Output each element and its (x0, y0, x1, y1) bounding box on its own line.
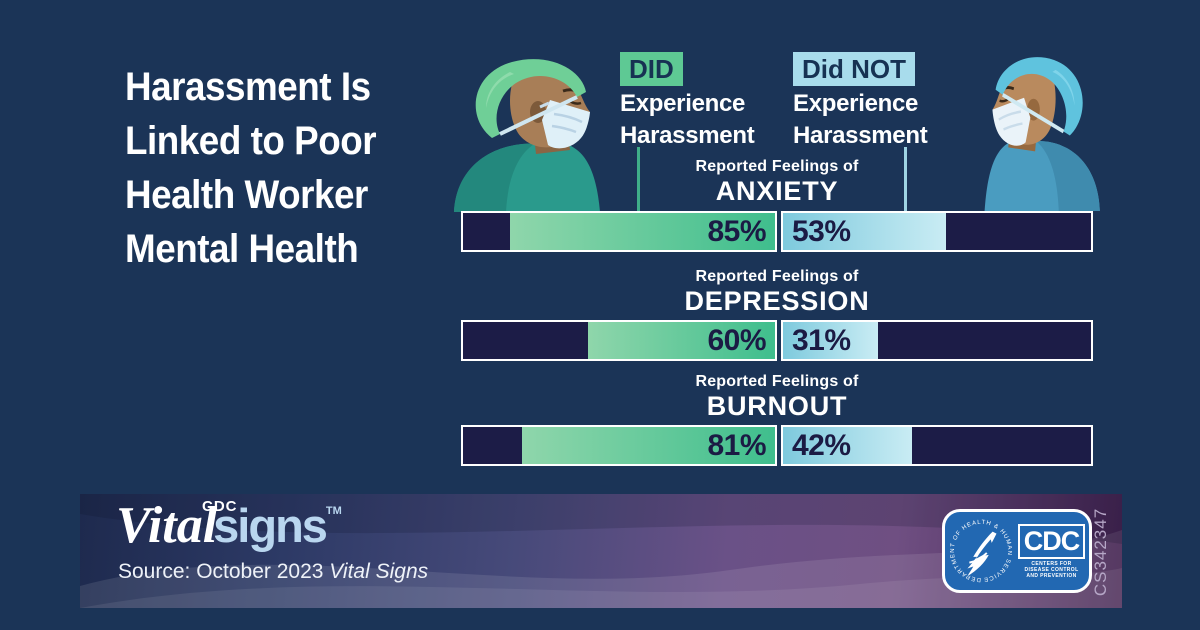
legend-did-line2: Harassment (620, 122, 755, 149)
health-worker-left-illustration (454, 59, 600, 212)
bar-value: 60% (707, 323, 766, 357)
did-pointer-line (637, 147, 640, 211)
hhs-cdc-badge: DEPARTMENT OF HEALTH & HUMAN SERVICES US… (942, 509, 1092, 593)
row-heading: BURNOUT (706, 391, 848, 421)
banner-wave-decoration (80, 494, 1122, 608)
row-heading: ANXIETY (715, 176, 839, 206)
title-line: Linked to Poor (125, 119, 377, 163)
row-label-depression: Reported Feelings of DEPRESSION (462, 268, 1092, 316)
bar-fill-did: 81% (522, 427, 775, 464)
cdc-logo: CDC CENTERS FOR DISEASE CONTROL AND PREV… (1017, 523, 1086, 579)
legend-did: DID Experience Harassment (620, 52, 755, 150)
legend-did-not-line1: Experience (793, 90, 919, 117)
title-line: Health Worker (125, 173, 368, 217)
cs-document-number: CS342347 (1091, 507, 1110, 597)
bar-depression-did-not: 31% (781, 320, 1093, 361)
bar-fill-did: 85% (509, 213, 775, 250)
did-not-pointer-line (904, 147, 907, 211)
bar-fill-did-not: 53% (783, 213, 947, 250)
bar-value: 53% (792, 214, 851, 248)
legend-did-line1: Experience (620, 90, 746, 117)
trademark-symbol: TM (325, 505, 342, 517)
hhs-seal-icon: DEPARTMENT OF HEALTH & HUMAN SERVICES US… (950, 519, 1011, 582)
row-label-anxiety: Reported Feelings of ANXIETY (462, 158, 1092, 206)
title-line: Mental Health (125, 227, 359, 271)
page-title: Harassment Is Linked to Poor Health Work… (125, 60, 377, 276)
bar-burnout-did: 81% (461, 425, 777, 466)
bar-anxiety-did-not: 53% (781, 211, 1093, 252)
row-prefix: Reported Feelings of (695, 158, 859, 175)
legend-did-not: Did NOT Experience Harassment (793, 52, 928, 150)
row-prefix: Reported Feelings of (695, 373, 859, 390)
row-label-burnout: Reported Feelings of BURNOUT (462, 373, 1092, 421)
bar-burnout-did-not: 42% (781, 425, 1093, 466)
bar-value: 81% (707, 428, 766, 462)
footer-banner: Vital CDC signsTM Source: October 2023 Vit… (80, 494, 1122, 608)
bar-fill-did-not: 42% (783, 427, 913, 464)
source-prefix: Source: October 2023 (118, 560, 330, 583)
did-not-chip: Did NOT (793, 52, 915, 86)
title-line: Harassment Is (125, 65, 371, 109)
cdc-logo-subtext: CENTERS FOR DISEASE CONTROL AND PREVENTI… (1024, 560, 1079, 579)
cdc-small-logo-text: CDC (202, 498, 238, 515)
row-heading: DEPRESSION (684, 286, 870, 316)
vitalsigns-logo-vital: Vital (116, 497, 218, 554)
vitalsigns-logo-signs: signs (213, 499, 328, 552)
bar-value: 31% (792, 323, 851, 357)
cdc-logo-acronym: CDC (1017, 523, 1086, 559)
legend-did-not-line2: Harassment (793, 122, 928, 149)
bar-value: 42% (792, 428, 851, 462)
bar-anxiety-did: 85% (461, 211, 777, 252)
vitalsigns-logo: Vital CDC signsTM (116, 496, 342, 555)
bar-depression-did: 60% (461, 320, 777, 361)
health-worker-right-illustration (984, 57, 1100, 211)
row-prefix: Reported Feelings of (695, 268, 859, 285)
bar-value: 85% (707, 214, 766, 248)
source-publication: Vital Signs (329, 560, 429, 583)
bar-fill-did: 60% (587, 322, 775, 359)
did-chip: DID (620, 52, 683, 86)
source-line: Source: October 2023 Vital Signs (118, 560, 428, 584)
bar-fill-did-not: 31% (783, 322, 879, 359)
